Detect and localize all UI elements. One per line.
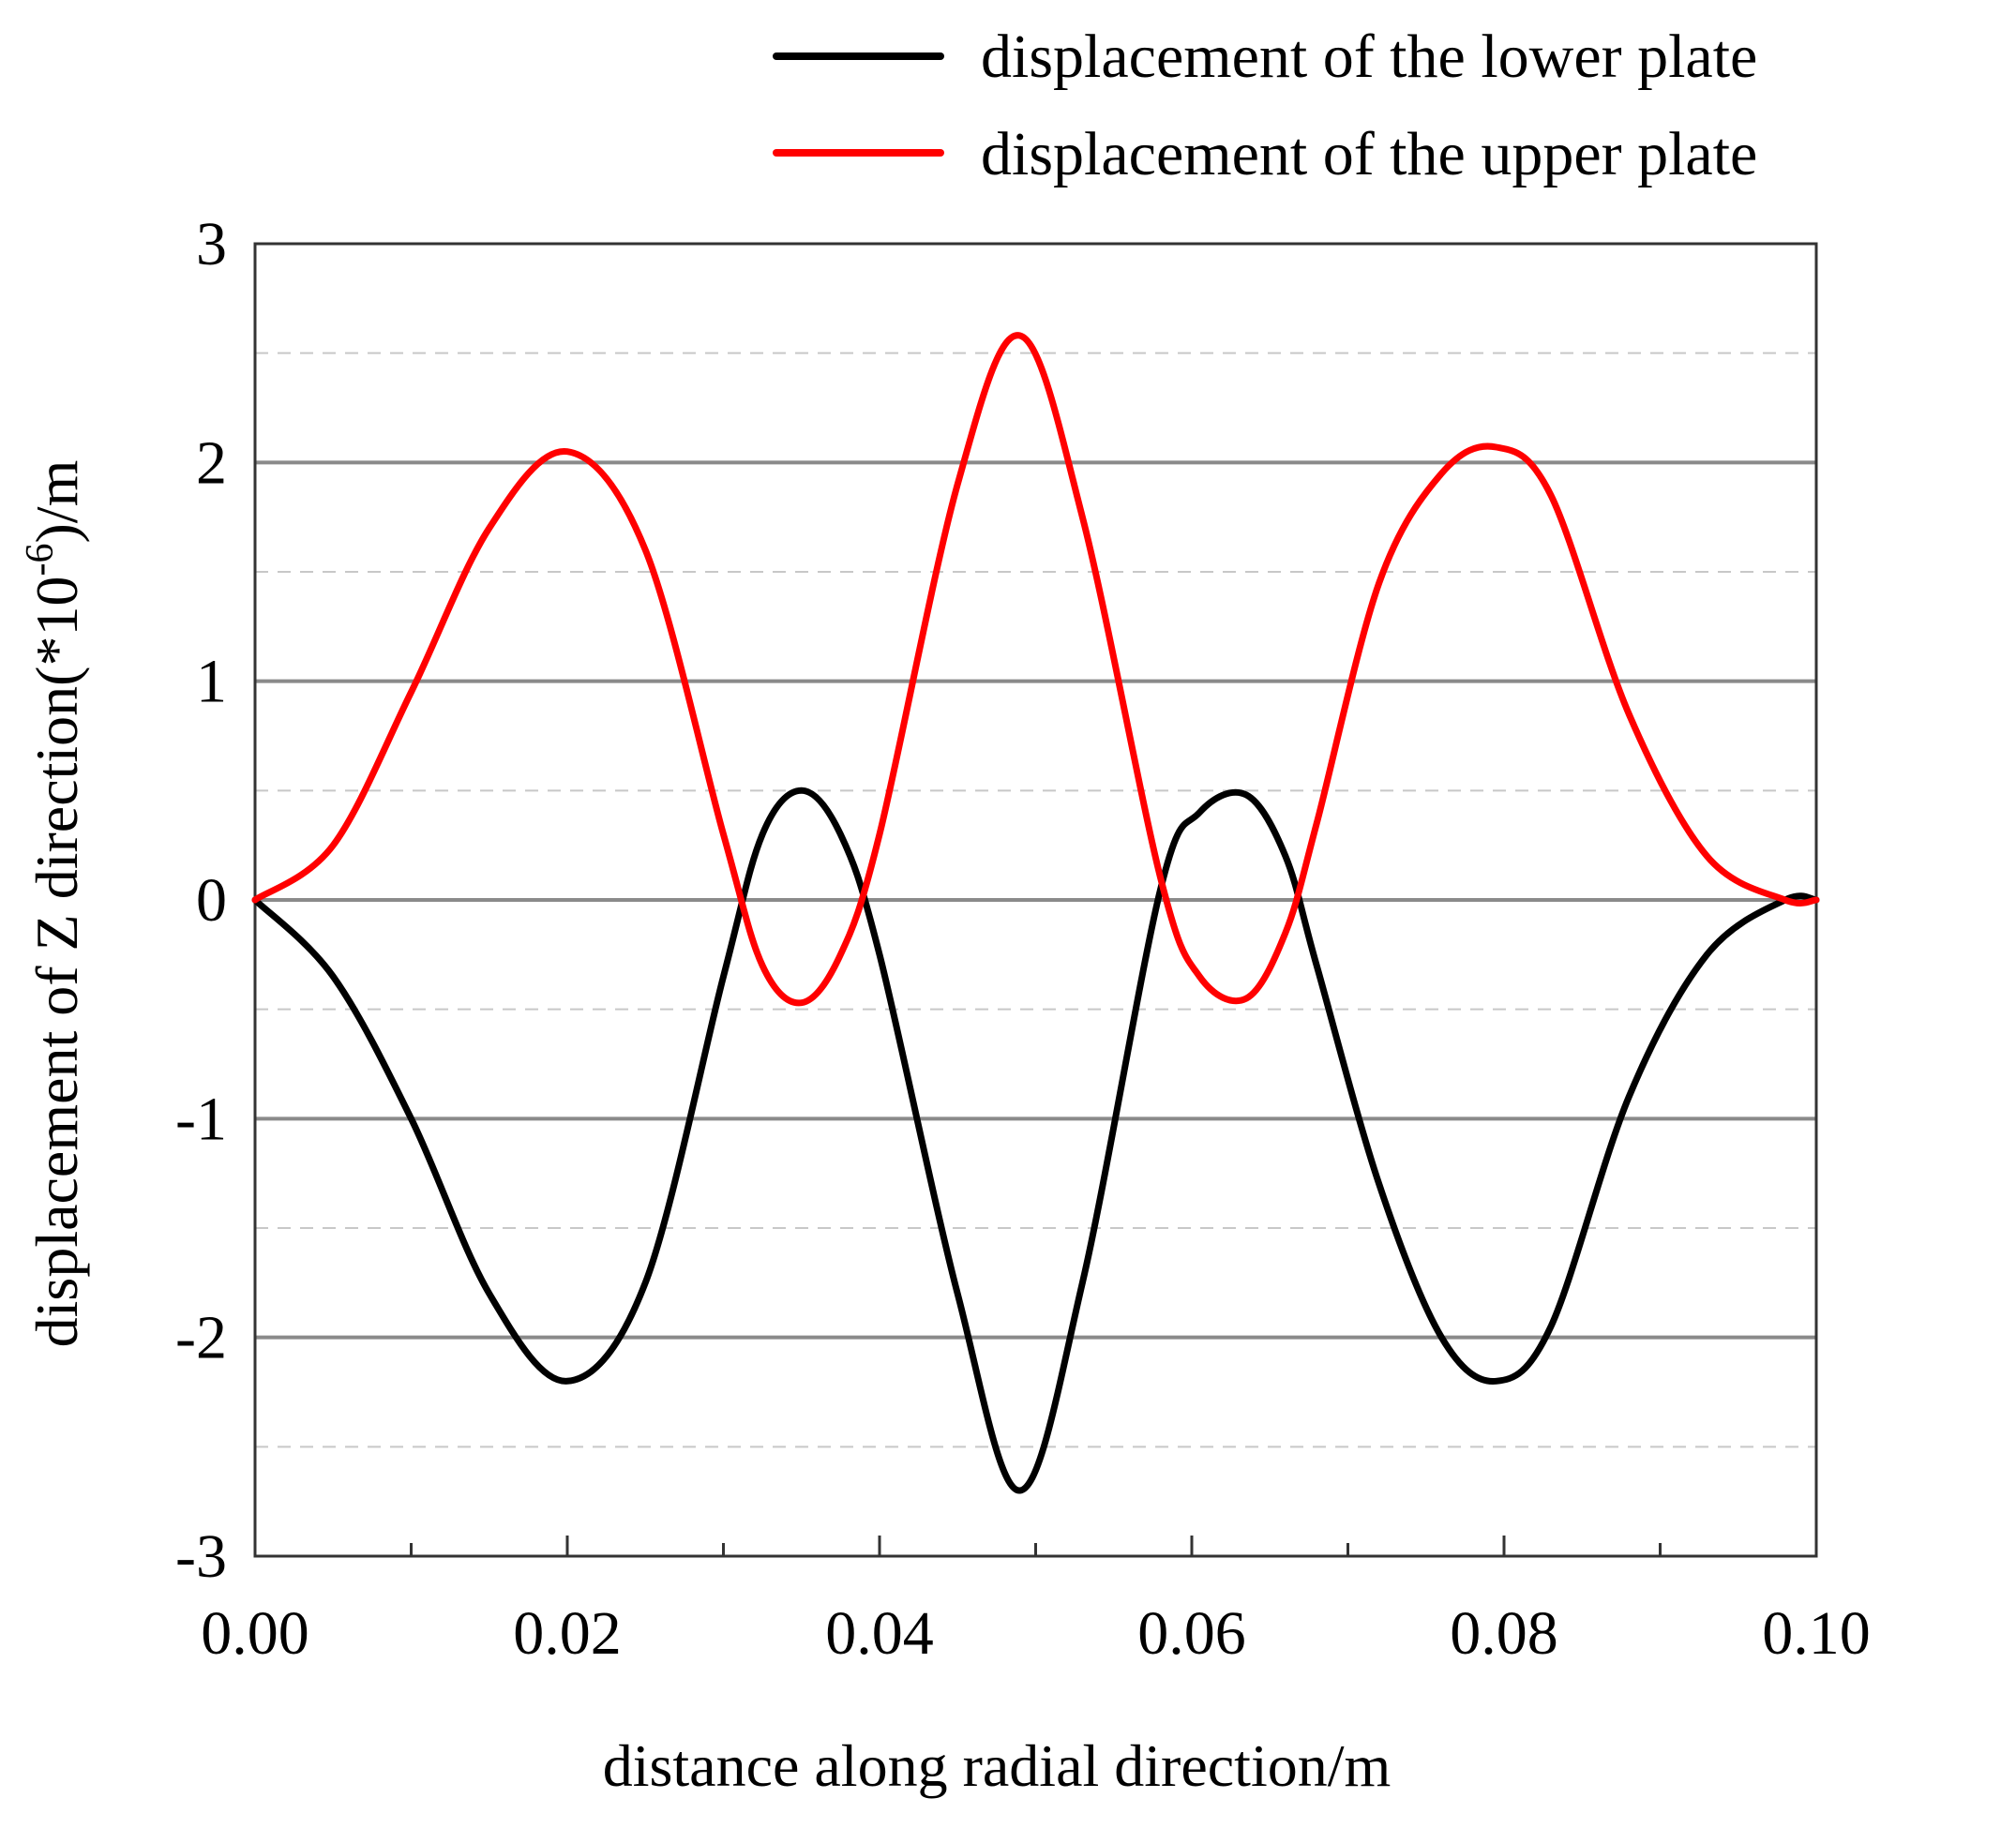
y-axis-title-unit: )/m — [23, 460, 90, 544]
y-tick-label: -1 — [175, 1085, 227, 1153]
x-tick-label: 0.06 — [1137, 1599, 1246, 1668]
y-tick-label: 3 — [196, 210, 227, 278]
y-axis-title: displacement of Z direction(*10-6)/m — [19, 460, 90, 1348]
y-tick-label: 1 — [196, 648, 227, 716]
tick-labels: 0.00 0.02 0.04 0.06 0.08 0.10 3 2 1 0 -1 -2 -3 — [175, 210, 1871, 1668]
y-tick-label: 0 — [196, 866, 227, 935]
series-line-upper-plate — [251, 332, 1820, 1007]
series-lines — [251, 332, 1820, 1494]
x-tick-label: 0.08 — [1450, 1599, 1558, 1668]
legend: displacement of the lower plate displace… — [773, 22, 1757, 188]
x-tick-label: 0.04 — [825, 1599, 934, 1668]
y-tick-label: -3 — [175, 1522, 227, 1591]
legend-label-upper-plate: displacement of the upper plate — [981, 120, 1757, 188]
grid — [255, 352, 1816, 1448]
y-tick-label: 2 — [196, 428, 227, 497]
series-line-lower-plate — [251, 787, 1820, 1494]
x-axis-title: distance along radial direction/m — [603, 1732, 1392, 1799]
y-tick-label: -2 — [175, 1304, 227, 1372]
y-axis-title-main: displacement of Z direction(*10 — [23, 577, 90, 1348]
legend-label-lower-plate: displacement of the lower plate — [981, 22, 1757, 91]
axis-ticks — [253, 1536, 1818, 1556]
x-tick-label: 0.00 — [201, 1599, 309, 1668]
x-tick-label: 0.02 — [513, 1599, 622, 1668]
y-axis-title-exponent: -6 — [19, 544, 62, 577]
x-tick-label: 0.10 — [1762, 1599, 1871, 1668]
